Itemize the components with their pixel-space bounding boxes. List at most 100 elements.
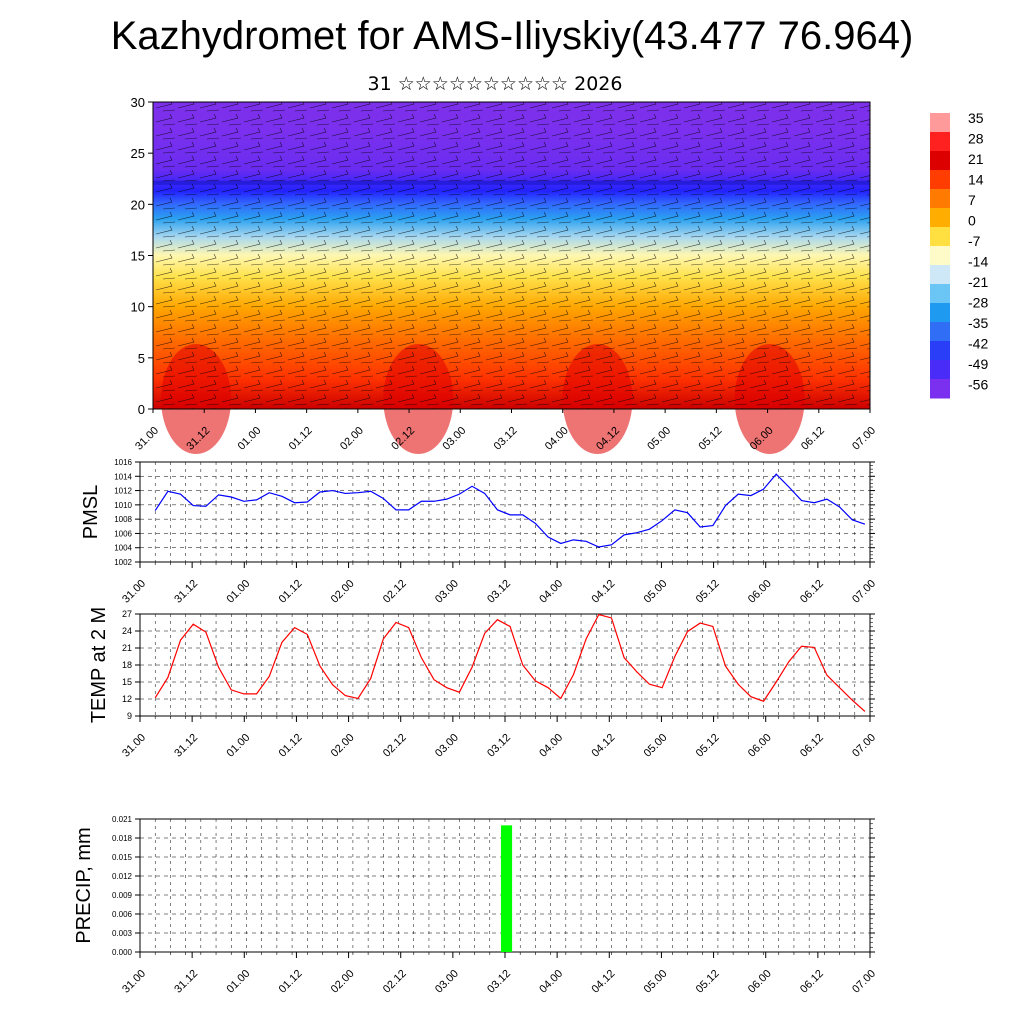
colorbar-label: 7 — [968, 192, 976, 208]
x-tick-label: 03.00 — [433, 578, 461, 606]
x-tick-label: 04.00 — [537, 968, 565, 996]
colorbar-swatch — [930, 303, 950, 323]
colorbar-swatch — [930, 246, 950, 266]
x-tick-label: 05.00 — [642, 968, 670, 996]
x-tick-label: 04.12 — [589, 968, 617, 996]
x-tick-label: 01.00 — [224, 732, 252, 760]
x-tick-label: 31.00 — [120, 968, 148, 996]
x-tick-label: 04.00 — [537, 732, 565, 760]
colorbar-label: 14 — [968, 172, 984, 188]
y-tick-label: 0.018 — [112, 834, 133, 843]
colorbar-swatch — [930, 170, 950, 190]
y-tick-label: 1006 — [114, 529, 132, 538]
colorbar-swatch — [930, 113, 950, 133]
colorbar-label: -21 — [968, 274, 988, 290]
y-tick-label: 0.003 — [112, 929, 133, 938]
y-tick-label: 10 — [131, 300, 145, 315]
y-tick-label: 12 — [122, 694, 132, 704]
x-tick-label: 03.12 — [485, 578, 513, 606]
colorbar-swatch — [930, 189, 950, 209]
y-tick-label: 1008 — [114, 515, 132, 524]
y-tick-label: 0.000 — [112, 948, 133, 957]
x-tick-label: 05.12 — [694, 968, 722, 996]
x-tick-label: 07.00 — [850, 578, 878, 606]
x-tick-label: 02.12 — [381, 578, 409, 606]
colorbar-label: -14 — [968, 254, 988, 270]
x-tick-label: 04.12 — [589, 578, 617, 606]
y-tick-label: 5 — [138, 351, 145, 366]
precip-panel: 0.000 0.003 0.006 0.009 0.012 0.015 0.018 0.021… — [73, 815, 878, 996]
temperature-panel: 9 12 15 18 21 24 27 31.00 31.12 01.00 01.12 02.00 02… — [88, 607, 878, 760]
x-tick-label: 07.00 — [850, 968, 878, 996]
x-tick-label: 01.00 — [224, 578, 252, 606]
colorbar: 35 28 21 14 7 0 -7 -14 -21 -28 -35 -42 -49 -56 — [930, 110, 988, 399]
colorbar-swatch — [930, 284, 950, 304]
y-tick-label: 18 — [122, 660, 132, 670]
x-tick-label: 01.00 — [224, 968, 252, 996]
y-axis-label: PMSL — [80, 485, 102, 539]
x-tick-label: 31.00 — [120, 578, 148, 606]
x-tick-label: 02.00 — [329, 732, 357, 760]
x-tick-label: 05.12 — [694, 578, 722, 606]
x-tick-label: 07.00 — [850, 425, 878, 453]
colorbar-label: -28 — [968, 295, 988, 311]
colorbar-label: -7 — [968, 233, 981, 249]
x-tick-label: 06.00 — [746, 732, 774, 760]
y-tick-label: 25 — [131, 146, 145, 161]
x-tick-label: 04.00 — [537, 578, 565, 606]
y-tick-label: 15 — [122, 677, 132, 687]
y-tick-label: 27 — [122, 609, 132, 619]
y-tick-label: 1004 — [114, 544, 132, 553]
colorbar-swatch — [930, 379, 950, 399]
x-tick-label: 05.12 — [694, 732, 722, 760]
colorbar-swatch — [930, 265, 950, 285]
x-tick-label: 01.12 — [277, 578, 305, 606]
x-tick-label: 06.12 — [798, 732, 826, 760]
colorbar-swatch — [930, 360, 950, 380]
colorbar-label: -35 — [968, 315, 988, 331]
y-tick-label: 1002 — [114, 558, 132, 567]
colorbar-swatch — [930, 322, 950, 342]
y-tick-label: 0.015 — [112, 853, 133, 862]
x-tick-label: 06.12 — [798, 968, 826, 996]
y-tick-label: 0 — [138, 402, 145, 417]
x-tick-label: 02.00 — [338, 425, 366, 453]
x-tick-label: 01.12 — [277, 732, 305, 760]
y-tick-label: 15 — [131, 249, 145, 264]
colorbar-swatch — [930, 227, 950, 247]
colorbar-label: -56 — [968, 377, 988, 393]
x-tick-label: 02.12 — [381, 732, 409, 760]
chart-subtitle: 31 ☆☆☆☆☆☆☆☆☆☆ 2026 — [367, 73, 623, 95]
pmsl-panel: 1002 1004 1006 1008 1010 1012 1014 1016 31.00 31.… — [80, 458, 878, 606]
x-tick-label: 07.00 — [850, 732, 878, 760]
colorbar-swatch — [930, 151, 950, 171]
colorbar-label: 0 — [968, 213, 976, 229]
y-tick-label: 24 — [122, 626, 132, 636]
wind-barbs — [153, 102, 870, 409]
y-tick-label: 9 — [127, 711, 132, 721]
x-tick-label: 01.00 — [236, 425, 264, 453]
colorbar-swatch — [930, 208, 950, 228]
x-tick-label: 03.12 — [485, 732, 513, 760]
y-tick-label: 1012 — [114, 487, 132, 496]
x-tick-label: 04.12 — [589, 732, 617, 760]
y-tick-label: 21 — [122, 643, 132, 653]
x-tick-label: 01.12 — [277, 968, 305, 996]
colorbar-label: -42 — [968, 336, 988, 352]
y-tick-label: 1010 — [114, 501, 132, 510]
precip-bar — [500, 825, 513, 952]
y-tick-label: 1014 — [114, 472, 132, 481]
x-tick-label: 03.12 — [492, 425, 520, 453]
colorbar-label: 35 — [968, 110, 984, 126]
colorbar-label: -49 — [968, 356, 988, 372]
x-tick-label: 06.12 — [799, 425, 827, 453]
x-tick-label: 05.00 — [642, 578, 670, 606]
y-tick-label: 1016 — [114, 458, 132, 467]
x-tick-label: 02.00 — [329, 578, 357, 606]
x-tick-label: 31.12 — [172, 732, 200, 760]
y-axis-label: PRECIP, mm — [73, 827, 95, 943]
x-tick-label: 31.00 — [133, 425, 161, 453]
chart-title: Kazhydromet for AMS-Iliyskiy(43.477 76.9… — [110, 14, 914, 58]
